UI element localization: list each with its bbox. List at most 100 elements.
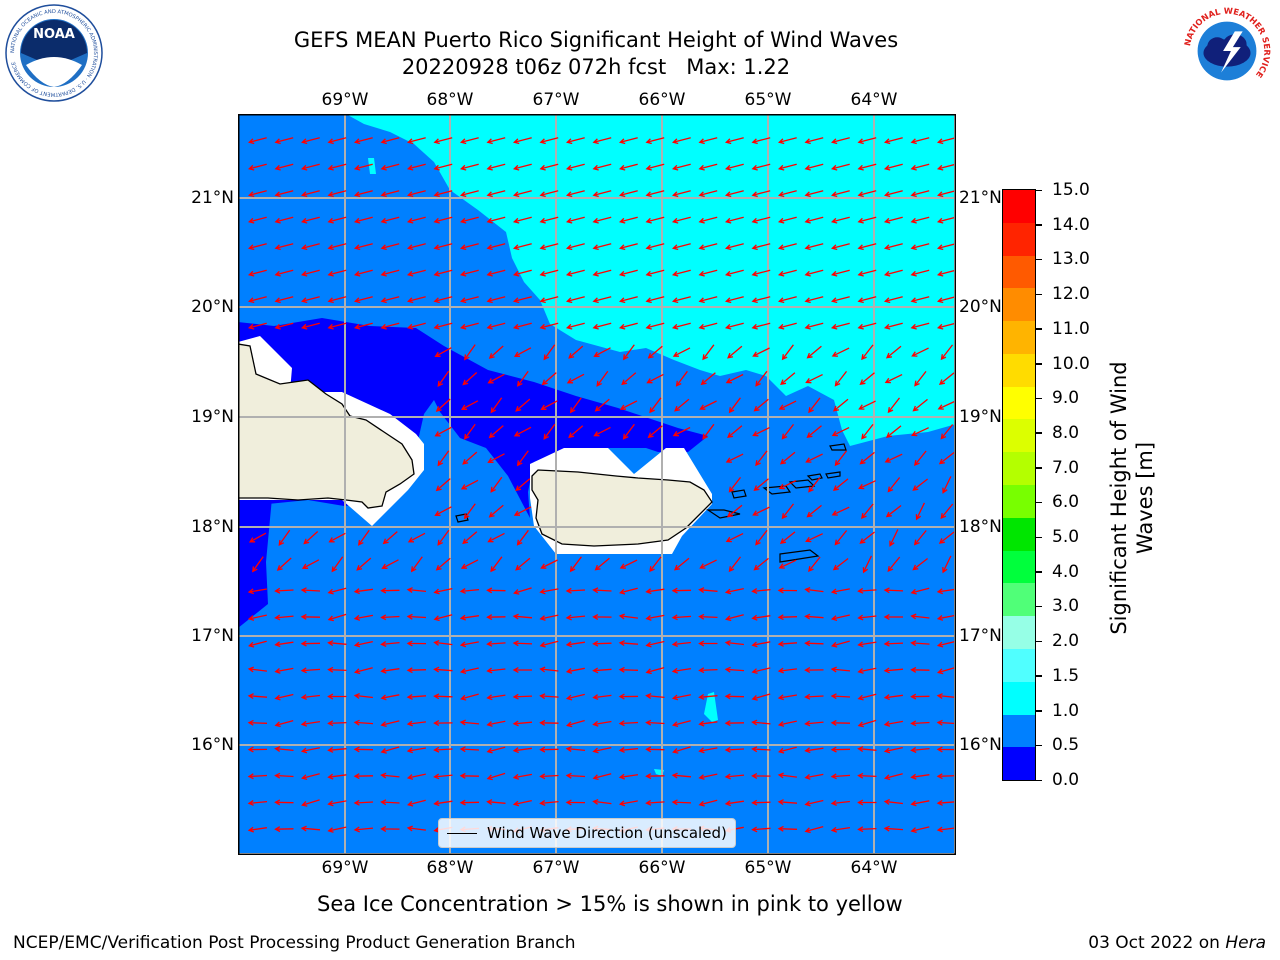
wave-direction-arrow [380, 641, 400, 647]
wave-direction-arrow [274, 269, 294, 277]
wave-direction-arrow [276, 557, 292, 571]
wave-direction-arrow [857, 296, 877, 304]
wave-direction-arrow [353, 799, 374, 806]
wave-direction-arrow [808, 397, 821, 414]
wave-direction-arrow [857, 693, 877, 701]
wave-direction-arrow [857, 772, 877, 779]
wave-direction-arrow [459, 799, 480, 806]
wave-direction-arrow [460, 479, 479, 490]
footer-right: 03 Oct 2022 on Hera [1088, 933, 1266, 953]
colorbar-segment [1003, 517, 1035, 551]
wave-direction-arrow [274, 772, 294, 779]
wave-direction-arrow [247, 322, 267, 330]
wave-direction-arrow [753, 398, 769, 412]
wave-direction-arrow [353, 773, 374, 780]
wave-direction-arrow [301, 559, 320, 569]
wave-direction-arrow [752, 347, 770, 357]
colorbar-label-line1: Significant Height of Wind [1107, 361, 1131, 635]
wave-direction-arrow [353, 614, 374, 621]
wave-direction-arrow [435, 557, 451, 571]
wave-direction-arrow [911, 427, 929, 437]
wave-direction-arrow [512, 269, 532, 277]
wave-direction-arrow [804, 747, 824, 754]
wave-direction-arrow [327, 826, 347, 833]
wave-direction-arrow [487, 453, 505, 463]
wave-direction-arrow [433, 137, 453, 145]
wave-direction-arrow [724, 296, 744, 304]
wave-height-map [238, 114, 956, 855]
wave-direction-arrow [618, 322, 638, 330]
wave-direction-arrow [805, 533, 823, 543]
wave-direction-arrow [910, 243, 930, 251]
wave-direction-arrow [671, 694, 691, 701]
wave-direction-arrow [884, 374, 903, 384]
wave-direction-arrow [459, 163, 479, 171]
wave-direction-arrow [618, 613, 638, 620]
wave-direction-arrow [910, 613, 930, 620]
wave-direction-arrow [830, 746, 851, 753]
wave-direction-arrow [434, 506, 452, 516]
colorbar-tick-mark [1036, 397, 1042, 400]
wave-direction-arrow [433, 693, 453, 700]
wave-direction-arrow [887, 477, 901, 493]
wave-direction-arrow [300, 720, 321, 727]
wave-direction-arrow [512, 243, 532, 251]
wave-direction-arrow [936, 243, 954, 251]
wave-direction-arrow [406, 667, 427, 674]
wave-direction-arrow [698, 587, 718, 594]
lat-tick-left: 16°N [191, 735, 234, 755]
colorbar-tick-label: 7.0 [1052, 457, 1080, 478]
wave-direction-arrow [380, 296, 400, 304]
wave-direction-arrow [671, 296, 691, 304]
wave-direction-arrow [777, 322, 797, 330]
wave-direction-arrow [459, 216, 479, 224]
wave-direction-arrow [698, 693, 718, 700]
wave-direction-arrow [698, 773, 718, 780]
wave-direction-arrow [247, 614, 267, 621]
wave-direction-arrow [252, 556, 264, 573]
wave-direction-arrow [406, 243, 426, 251]
wave-direction-arrow [671, 667, 692, 674]
wave-direction-arrow [804, 163, 824, 171]
wave-direction-arrow [751, 719, 771, 726]
wave-direction-arrow [353, 163, 373, 171]
wave-direction-arrow [592, 190, 612, 198]
wave-direction-arrow [910, 826, 930, 834]
wave-direction-arrow [777, 614, 798, 621]
wave-direction-arrow [645, 588, 665, 595]
lat-tick-right: 17°N [959, 626, 1002, 646]
wave-direction-arrow [698, 613, 718, 620]
wave-direction-arrow [887, 397, 901, 414]
wave-direction-arrow [832, 557, 849, 571]
wave-direction-arrow [857, 322, 877, 330]
wave-direction-arrow [327, 666, 347, 673]
wave-direction-arrow [512, 613, 533, 620]
wave-direction-arrow [910, 800, 930, 807]
lat-tick-right: 16°N [959, 735, 1002, 755]
wave-direction-arrow [777, 216, 797, 224]
wave-direction-arrow [940, 503, 954, 520]
map-frame [238, 114, 956, 855]
wave-direction-arrow [247, 296, 267, 304]
wave-direction-arrow [728, 477, 742, 493]
wave-direction-arrow [486, 243, 506, 251]
wave-direction-arrows [247, 137, 954, 834]
wave-direction-arrow [753, 557, 769, 571]
wave-direction-arrow [671, 587, 692, 594]
colorbar-segment [1003, 419, 1035, 453]
wave-direction-arrow [724, 216, 744, 224]
wave-direction-arrow [592, 587, 612, 594]
wave-direction-arrow [751, 826, 771, 833]
wave-direction-arrow [435, 398, 451, 412]
wave-direction-arrow [592, 773, 612, 781]
wave-direction-arrow [910, 720, 930, 727]
wave-direction-arrow [565, 243, 585, 251]
wave-direction-arrow [618, 137, 638, 145]
wave-direction-arrow [463, 503, 476, 520]
wave-direction-arrow [328, 532, 346, 543]
wave-direction-arrow [486, 296, 506, 304]
wave-direction-arrow [804, 720, 824, 727]
wave-direction-arrow [698, 799, 718, 807]
wave-direction-arrow [671, 772, 692, 779]
wave-direction-arrow [486, 720, 506, 727]
